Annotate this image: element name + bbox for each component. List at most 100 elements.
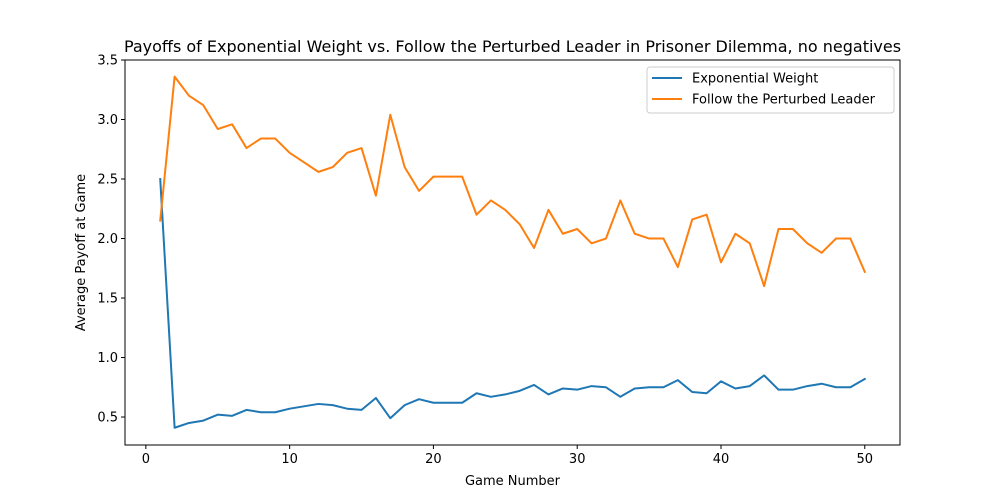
data-point [734,387,736,389]
data-point [274,138,276,140]
data-point [361,409,363,411]
data-point [432,402,434,404]
y-tick-label: 3.0 [97,113,118,128]
data-point [404,404,406,406]
y-tick-label: 1.5 [97,292,118,307]
data-point [346,408,348,410]
x-tick-label: 10 [281,452,298,467]
y-tick-label: 2.5 [97,173,118,188]
data-point [821,252,823,254]
data-point [662,386,664,388]
data-point [763,374,765,376]
data-point [605,386,607,388]
data-point [188,95,190,97]
data-point [821,383,823,385]
data-point [260,138,262,140]
axes-frame [124,59,901,446]
data-point [677,379,679,381]
data-point [519,390,521,392]
data-point [533,247,535,249]
data-point [778,389,780,391]
data-point [806,385,808,387]
data-point [547,209,549,211]
data-point [720,380,722,382]
data-point [634,233,636,235]
data-point [691,218,693,220]
data-point [217,128,219,130]
plot-area [159,75,867,429]
data-point [289,408,291,410]
data-point [202,420,204,422]
data-point [404,166,406,168]
data-point [389,417,391,419]
series-line-exponential-weight [159,177,867,429]
data-point [303,405,305,407]
data-point [648,238,650,240]
data-point [706,392,708,394]
data-point [619,199,621,201]
data-point [332,404,334,406]
data-point [547,393,549,395]
data-point [605,238,607,240]
data-point [188,422,190,424]
data-point [864,378,866,380]
data-point [332,166,334,168]
data-point [849,386,851,388]
data-point [533,384,535,386]
data-point [490,396,492,398]
data-point [849,238,851,240]
data-point [317,403,319,405]
data-point [418,398,420,400]
y-axis-label: Average Payoff at Game [74,174,89,331]
data-point [476,392,478,394]
data-point [418,190,420,192]
chart-title: Payoffs of Exponential Weight vs. Follow… [124,37,901,56]
legend: Exponential Weight Follow the Perturbed L… [646,66,895,114]
data-point [361,147,363,149]
data-point [562,387,564,389]
data-point [706,214,708,216]
series-line-follow-the-perturbed-leader [159,75,867,288]
x-tick-label: 20 [425,452,442,467]
data-point [490,199,492,201]
data-point [447,176,449,178]
data-point [619,396,621,398]
data-point [246,147,248,149]
x-axis-label: Game Number [465,474,561,489]
data-point [792,228,794,230]
series-follow-the-perturbed-leader [159,75,867,288]
data-point [461,176,463,178]
data-point [519,223,521,225]
x-tick-label: 50 [856,452,873,467]
data-point [691,391,693,393]
data-point [217,414,219,416]
x-axis: 0 10 20 30 40 50 [142,445,873,467]
data-point [504,393,506,395]
data-point [231,415,233,417]
data-point [346,152,348,154]
data-point [720,261,722,263]
data-point [303,161,305,163]
x-tick-label: 30 [569,452,586,467]
legend-label: Follow the Perturbed Leader [692,93,876,108]
y-tick-label: 0.5 [97,411,118,426]
data-point [835,386,837,388]
data-point [591,242,593,244]
y-tick-label: 3.5 [97,54,118,69]
data-point [375,195,377,197]
series-exponential-weight [159,177,867,429]
data-point [432,176,434,178]
data-point [634,387,636,389]
x-tick-label: 40 [713,452,730,467]
data-point [389,114,391,116]
data-point [504,209,506,211]
data-point [749,385,751,387]
legend-box [646,66,895,114]
data-point [648,386,650,388]
y-tick-label: 1.0 [97,351,118,366]
x-tick-label: 0 [142,452,150,467]
data-point [806,242,808,244]
data-point [317,171,319,173]
y-tick-label: 2.0 [97,232,118,247]
